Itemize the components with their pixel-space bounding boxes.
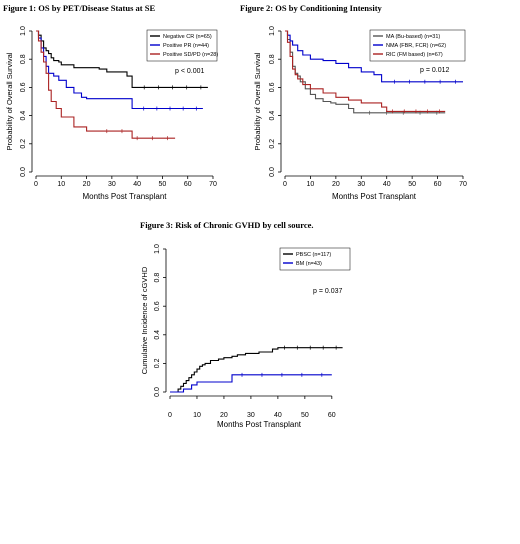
fig1-series-line-3 [36, 30, 176, 139]
fig3-y-tick-label: 0.8 [154, 273, 161, 283]
fig3-x-tick-label: 20 [220, 412, 228, 419]
fig1-y-tick-label: 0.8 [20, 54, 27, 64]
fig2-legend-label-1: MA (Bu-based) (n=31) [386, 34, 440, 40]
fig3-y-tick-label: 0.2 [154, 358, 161, 368]
fig2-series-line-2 [285, 30, 463, 83]
fig2-y-axis-label: Probability of Overall Survival [253, 52, 262, 150]
figure3-title: Figure 3: Risk of Chronic GVHD by cell s… [140, 220, 314, 230]
fig2-y-tick-label: 0.0 [269, 167, 276, 177]
fig2-legend-label-2: NMA (FBR, FCR) (n=62) [386, 43, 446, 49]
fig1-y-tick-label: 0.0 [20, 167, 27, 177]
fig1-x-axis-label: Months Post Transplant [82, 192, 167, 201]
fig1-x-tick-label: 40 [133, 181, 141, 188]
fig1-x-tick-label: 10 [57, 181, 65, 188]
fig3-x-axis-label: Months Post Transplant [217, 420, 302, 429]
fig2-series-line-3 [285, 30, 446, 112]
fig2-y-tick-label: 0.8 [269, 54, 276, 64]
fig3-y-tick-label: 0.4 [154, 330, 161, 340]
fig1-p-value: p < 0.001 [175, 68, 204, 75]
fig3-y-tick-label: 0.6 [154, 301, 161, 311]
fig2-p-value: p = 0.012 [420, 67, 449, 74]
fig3-x-tick-label: 40 [274, 412, 282, 419]
fig2-x-tick-label: 30 [357, 181, 365, 188]
fig3-legend-box [279, 247, 351, 271]
fig2-x-tick-label: 40 [383, 181, 391, 188]
fig3-legend-label-1: PBSC (n=117) [296, 252, 331, 258]
figure2-title: Figure 2: OS by Conditioning Intensity [240, 3, 382, 13]
fig2-x-tick-label: 50 [408, 181, 416, 188]
fig2-y-tick-label: 0.4 [269, 111, 276, 121]
fig3-y-axis-label: Cumulative Incidence of cGVHD [140, 266, 149, 374]
fig1-series-line-1 [36, 30, 208, 88]
fig3-x-tick-label: 50 [301, 412, 309, 419]
fig1-y-tick-label: 0.2 [20, 139, 27, 149]
fig3-x-tick-label: 0 [168, 412, 172, 419]
fig1-y-tick-label: 0.4 [20, 111, 27, 121]
fig1-y-tick-label: 0.6 [20, 82, 27, 92]
fig2-x-tick-label: 0 [283, 181, 287, 188]
fig1-x-tick-label: 30 [108, 181, 116, 188]
fig1-series-line-2 [36, 30, 203, 110]
fig2-x-axis-label: Months Post Transplant [332, 192, 417, 201]
fig2-x-tick-label: 70 [459, 181, 467, 188]
fig2-y-tick-label: 0.2 [269, 139, 276, 149]
fig2-legend-label-3: RIC (FM based) (n=67) [386, 52, 443, 58]
fig1-x-tick-label: 0 [34, 181, 38, 188]
fig2-x-tick-label: 20 [332, 181, 340, 188]
fig1-x-tick-label: 50 [159, 181, 167, 188]
fig3-y-tick-label: 1.0 [154, 244, 161, 254]
fig1-y-tick-label: 1.0 [20, 26, 27, 36]
fig1-legend-label-2: Positive PR (n=44) [163, 43, 209, 49]
fig1-x-tick-label: 20 [83, 181, 91, 188]
fig1-x-tick-label: 60 [184, 181, 192, 188]
fig2-y-tick-label: 0.6 [269, 82, 276, 92]
fig1-x-tick-label: 70 [209, 181, 217, 188]
fig3-p-value: p = 0.037 [313, 288, 342, 295]
fig1-legend-label-3: Positive SD/PD (n=28) [163, 52, 218, 58]
fig2-x-tick-label: 60 [434, 181, 442, 188]
fig3-x-tick-label: 30 [247, 412, 255, 419]
fig3-series-line-1 [170, 347, 343, 393]
fig1-legend-label-1: Negative CR (n=65) [163, 34, 212, 40]
fig3-x-tick-label: 10 [193, 412, 201, 419]
fig1-y-axis-label: Probability of Overall Survival [5, 52, 14, 150]
fig3-legend-label-2: BM (n=43) [296, 261, 322, 267]
fig3-x-tick-label: 60 [328, 412, 336, 419]
figure1-title: Figure 1: OS by PET/Disease Status at SE [3, 3, 156, 13]
fig3-series-line-2 [170, 374, 332, 393]
fig2-legend-box [369, 29, 466, 62]
fig2-x-tick-label: 10 [307, 181, 315, 188]
fig3-y-tick-label: 0.0 [154, 387, 161, 397]
fig2-y-tick-label: 1.0 [269, 26, 276, 36]
